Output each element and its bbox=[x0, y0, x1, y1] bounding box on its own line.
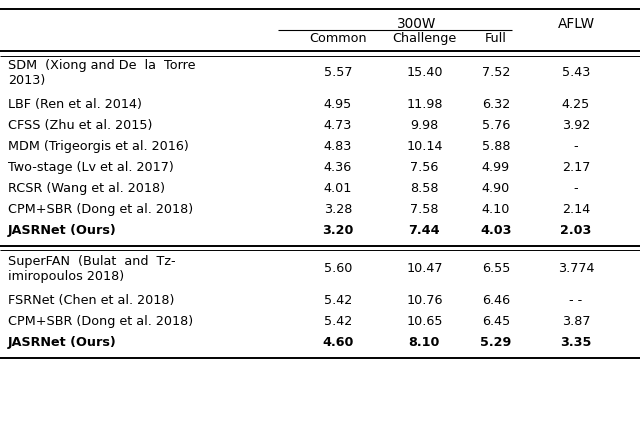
Text: 7.56: 7.56 bbox=[410, 161, 438, 174]
Text: 9.98: 9.98 bbox=[410, 119, 438, 132]
Text: LBF (Ren et al. 2014): LBF (Ren et al. 2014) bbox=[8, 98, 141, 111]
Text: 11.98: 11.98 bbox=[406, 98, 443, 111]
Text: - -: - - bbox=[570, 294, 582, 307]
Text: 3.774: 3.774 bbox=[557, 262, 595, 275]
Text: -: - bbox=[573, 140, 579, 153]
Text: Challenge: Challenge bbox=[392, 32, 456, 45]
Text: 7.52: 7.52 bbox=[482, 66, 510, 79]
Text: AFLW: AFLW bbox=[557, 17, 595, 31]
Text: 5.60: 5.60 bbox=[324, 262, 352, 275]
Text: 3.35: 3.35 bbox=[560, 336, 592, 349]
Text: Two-stage (Lv et al. 2017): Two-stage (Lv et al. 2017) bbox=[8, 161, 173, 174]
Text: Common: Common bbox=[309, 32, 367, 45]
Text: SDM  (Xiong and De  la  Torre
2013): SDM (Xiong and De la Torre 2013) bbox=[8, 59, 195, 87]
Text: -: - bbox=[573, 182, 579, 195]
Text: 4.01: 4.01 bbox=[324, 182, 352, 195]
Text: 5.76: 5.76 bbox=[482, 119, 510, 132]
Text: CFSS (Zhu et al. 2015): CFSS (Zhu et al. 2015) bbox=[8, 119, 152, 132]
Text: 6.55: 6.55 bbox=[482, 262, 510, 275]
Text: 6.32: 6.32 bbox=[482, 98, 510, 111]
Text: 4.90: 4.90 bbox=[482, 182, 510, 195]
Text: 10.76: 10.76 bbox=[406, 294, 443, 307]
Text: CPM+SBR (Dong et al. 2018): CPM+SBR (Dong et al. 2018) bbox=[8, 203, 193, 216]
Text: 5.57: 5.57 bbox=[324, 66, 352, 79]
Text: 10.14: 10.14 bbox=[406, 140, 443, 153]
Text: JASRNet (Ours): JASRNet (Ours) bbox=[8, 336, 116, 349]
Text: 15.40: 15.40 bbox=[406, 66, 443, 79]
Text: 4.99: 4.99 bbox=[482, 161, 510, 174]
Text: JASRNet (Ours): JASRNet (Ours) bbox=[8, 224, 116, 237]
Text: 4.60: 4.60 bbox=[322, 336, 354, 349]
Text: 2.14: 2.14 bbox=[562, 203, 590, 216]
Text: 4.10: 4.10 bbox=[482, 203, 510, 216]
Text: 5.43: 5.43 bbox=[562, 66, 590, 79]
Text: 4.03: 4.03 bbox=[480, 224, 512, 237]
Text: 2.17: 2.17 bbox=[562, 161, 590, 174]
Text: 2.03: 2.03 bbox=[560, 224, 592, 237]
Text: 6.45: 6.45 bbox=[482, 315, 510, 328]
Text: 3.28: 3.28 bbox=[324, 203, 352, 216]
Text: 8.58: 8.58 bbox=[410, 182, 438, 195]
Text: 7.44: 7.44 bbox=[408, 224, 440, 237]
Text: 8.10: 8.10 bbox=[408, 336, 440, 349]
Text: FSRNet (Chen et al. 2018): FSRNet (Chen et al. 2018) bbox=[8, 294, 174, 307]
Text: 10.47: 10.47 bbox=[406, 262, 443, 275]
Text: MDM (Trigeorgis et al. 2016): MDM (Trigeorgis et al. 2016) bbox=[8, 140, 188, 153]
Text: CPM+SBR (Dong et al. 2018): CPM+SBR (Dong et al. 2018) bbox=[8, 315, 193, 328]
Text: RCSR (Wang et al. 2018): RCSR (Wang et al. 2018) bbox=[8, 182, 164, 195]
Text: 10.65: 10.65 bbox=[406, 315, 443, 328]
Text: 300W: 300W bbox=[397, 17, 436, 31]
Text: Full: Full bbox=[485, 32, 507, 45]
Text: 5.42: 5.42 bbox=[324, 315, 352, 328]
Text: 5.42: 5.42 bbox=[324, 294, 352, 307]
Text: 3.20: 3.20 bbox=[322, 224, 354, 237]
Text: 4.25: 4.25 bbox=[562, 98, 590, 111]
Text: 6.46: 6.46 bbox=[482, 294, 510, 307]
Text: 4.73: 4.73 bbox=[324, 119, 352, 132]
Text: 4.83: 4.83 bbox=[324, 140, 352, 153]
Text: 3.87: 3.87 bbox=[562, 315, 590, 328]
Text: 5.88: 5.88 bbox=[482, 140, 510, 153]
Text: 4.95: 4.95 bbox=[324, 98, 352, 111]
Text: 5.29: 5.29 bbox=[480, 336, 512, 349]
Text: 4.36: 4.36 bbox=[324, 161, 352, 174]
Text: 3.92: 3.92 bbox=[562, 119, 590, 132]
Text: 7.58: 7.58 bbox=[410, 203, 438, 216]
Text: SuperFAN  (Bulat  and  Tz-
imiropoulos 2018): SuperFAN (Bulat and Tz- imiropoulos 2018… bbox=[8, 255, 175, 283]
